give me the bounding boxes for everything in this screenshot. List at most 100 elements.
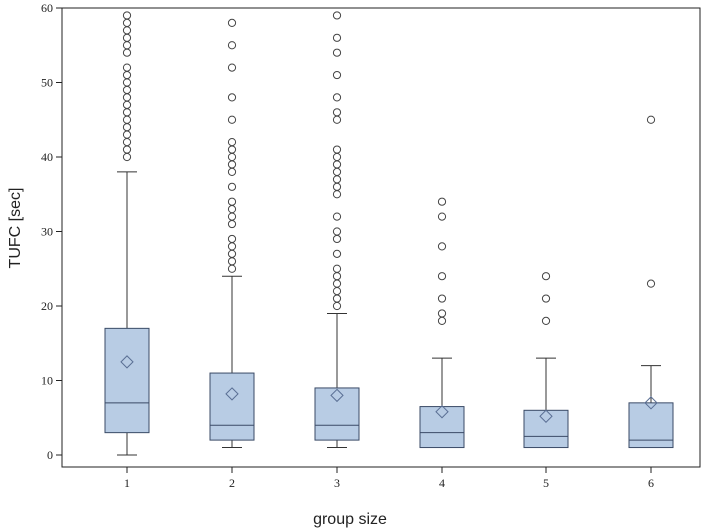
outlier-point	[227, 160, 237, 169]
mean-marker	[644, 396, 658, 410]
iqr-box	[209, 372, 255, 441]
outlier-point	[646, 279, 656, 288]
outlier-point	[227, 234, 237, 244]
outlier-point	[437, 294, 447, 303]
outlier-point	[437, 197, 447, 206]
outlier-point	[227, 63, 237, 72]
outlier-point	[227, 249, 237, 258]
outlier-point	[332, 70, 342, 80]
outlier-point	[541, 272, 551, 281]
outlier-point	[437, 316, 447, 325]
outlier-point	[332, 190, 342, 199]
outlier-point	[332, 115, 342, 124]
outlier-point	[122, 48, 132, 57]
plot-frame	[61, 7, 701, 468]
outlier-point	[227, 167, 237, 176]
mean-marker	[120, 355, 134, 369]
x-tick-label: 1	[124, 476, 130, 490]
y-tick-label: 0	[47, 448, 53, 462]
outlier-point	[332, 160, 342, 169]
outlier-point	[122, 26, 132, 35]
outlier-point	[122, 93, 132, 102]
outlier-point	[227, 257, 237, 266]
iqr-box	[419, 406, 465, 449]
outlier-point	[646, 115, 656, 124]
mean-marker	[330, 388, 344, 403]
outlier-point	[332, 294, 342, 303]
outlier-point	[332, 287, 342, 296]
box-group-2	[209, 18, 255, 449]
y-tick-label: 50	[41, 76, 53, 90]
outlier-point	[332, 301, 342, 311]
outlier-point	[332, 48, 342, 57]
x-tick-label: 2	[229, 476, 235, 490]
x-axis-title: group size	[313, 511, 387, 528]
box-group-1	[104, 11, 150, 456]
outlier-point	[122, 145, 132, 154]
outlier-point	[122, 108, 132, 117]
outlier-point	[122, 123, 132, 132]
outlier-point	[332, 227, 342, 236]
outlier-point	[227, 138, 237, 147]
y-tick-label: 30	[41, 225, 53, 239]
outlier-point	[227, 205, 237, 214]
y-tick-label: 20	[41, 299, 53, 313]
y-axis-title: TUFC [sec]	[7, 188, 24, 269]
outlier-point	[227, 41, 237, 50]
outlier-point	[122, 11, 132, 20]
x-tick-label: 4	[439, 476, 445, 490]
iqr-box	[314, 387, 360, 441]
x-tick-label: 3	[334, 476, 340, 490]
y-tick-label: 40	[41, 150, 53, 164]
outlier-point	[437, 272, 447, 281]
outlier-point	[122, 41, 132, 50]
outlier-point	[332, 152, 342, 162]
outlier-point	[332, 167, 342, 176]
box-group-5	[523, 272, 569, 449]
outlier-point	[227, 197, 237, 206]
outlier-point	[332, 145, 342, 154]
outlier-point	[122, 100, 132, 109]
outlier-point	[122, 85, 132, 95]
mean-marker	[539, 409, 553, 423]
outlier-point	[332, 279, 342, 288]
mean-marker	[435, 405, 449, 419]
outlier-point	[332, 33, 342, 42]
outlier-point	[437, 309, 447, 318]
outlier-point	[332, 264, 342, 273]
outlier-point	[227, 242, 237, 251]
outlier-point	[122, 33, 132, 42]
y-tick-label: 60	[41, 1, 53, 15]
outlier-point	[227, 93, 237, 102]
outlier-point	[332, 182, 342, 191]
outlier-point	[227, 115, 237, 124]
box-group-6	[628, 115, 674, 449]
x-tick-label: 6	[648, 476, 654, 490]
outlier-point	[122, 18, 132, 27]
boxes	[104, 11, 674, 456]
outlier-point	[122, 70, 132, 80]
y-tick-label: 10	[41, 374, 53, 388]
outlier-point	[332, 93, 342, 102]
outlier-point	[437, 212, 447, 221]
box-group-3	[314, 11, 360, 449]
x-tick-label: 5	[543, 476, 549, 490]
outlier-point	[227, 212, 237, 221]
outlier-point	[437, 242, 447, 251]
outlier-point	[227, 264, 237, 273]
outlier-point	[122, 152, 132, 162]
outlier-point	[332, 272, 342, 281]
outlier-point	[541, 316, 551, 325]
outlier-point	[122, 138, 132, 147]
outlier-point	[332, 175, 342, 184]
axes: 0 10 20 30 40 50 60 1 2 3 4 5 6	[41, 1, 701, 490]
mean-marker	[225, 387, 239, 401]
outlier-point	[541, 294, 551, 303]
outlier-point	[332, 234, 342, 244]
outlier-point	[332, 249, 342, 258]
box-group-4	[419, 197, 465, 449]
outlier-point	[227, 18, 237, 27]
outlier-point	[227, 145, 237, 154]
outlier-point	[122, 115, 132, 124]
